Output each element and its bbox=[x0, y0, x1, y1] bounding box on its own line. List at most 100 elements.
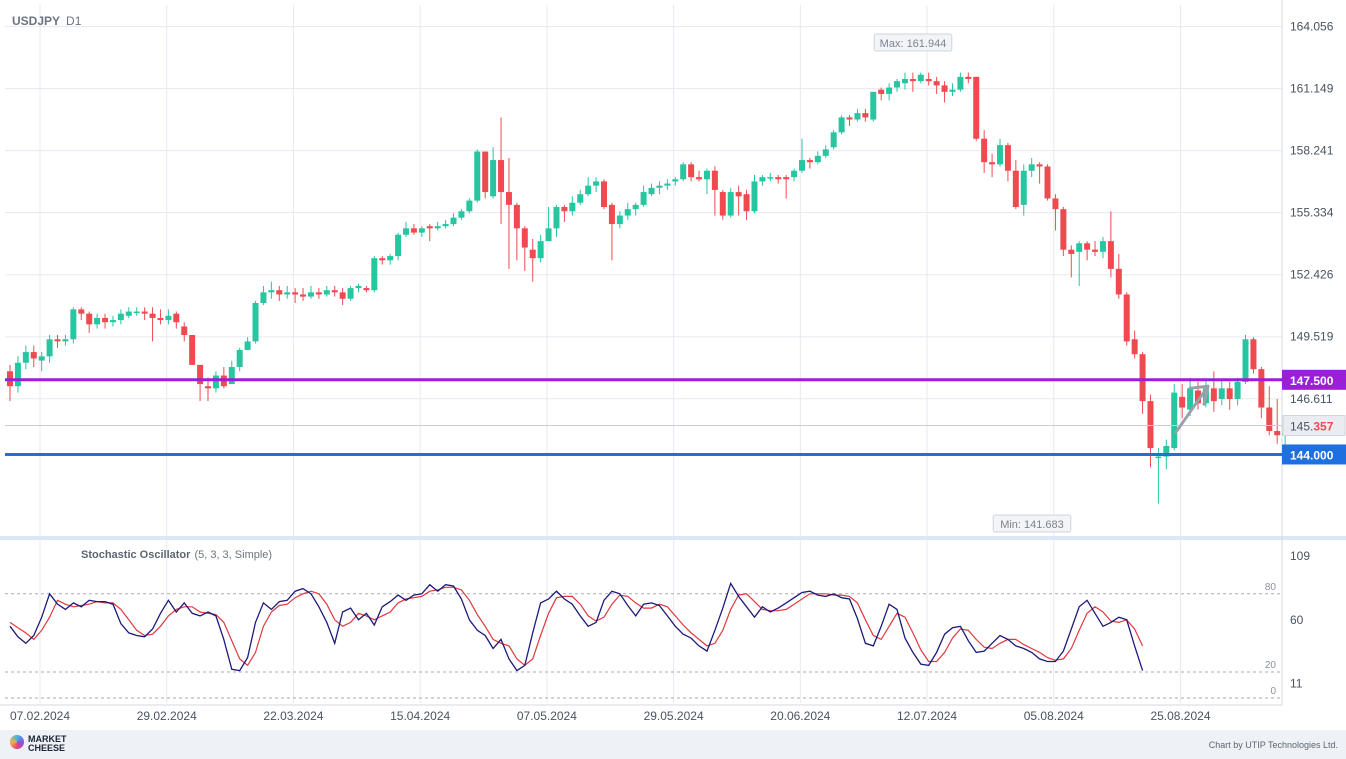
level-badge bbox=[1282, 444, 1346, 465]
candle-body bbox=[553, 207, 560, 229]
date-tick-label: 15.04.2024 bbox=[390, 709, 450, 723]
candle bbox=[1131, 330, 1138, 359]
candle bbox=[1171, 384, 1178, 451]
candle bbox=[846, 115, 853, 126]
candle bbox=[387, 253, 394, 265]
candle bbox=[315, 288, 322, 299]
stoch-level-label: 80 bbox=[1265, 582, 1277, 593]
candle bbox=[830, 130, 837, 150]
candle-body bbox=[498, 160, 505, 193]
candle bbox=[54, 335, 61, 348]
candle-body bbox=[236, 349, 243, 367]
candle bbox=[117, 309, 124, 325]
candle-body bbox=[941, 85, 948, 92]
candle bbox=[862, 108, 869, 122]
logo-line2: CHEESE bbox=[28, 743, 66, 753]
candle-body bbox=[379, 258, 386, 261]
level-badge-label: 144.000 bbox=[1290, 448, 1334, 462]
candle bbox=[878, 87, 885, 101]
candle bbox=[814, 151, 821, 165]
timeframe-label: D1 bbox=[66, 14, 82, 28]
candle bbox=[513, 202, 520, 261]
current-price-highlight: 357 bbox=[1313, 420, 1333, 434]
candle bbox=[854, 108, 861, 122]
candle bbox=[941, 81, 948, 103]
candle bbox=[22, 345, 29, 370]
price-tick-label: 158.241 bbox=[1290, 144, 1334, 158]
logo-line1: MARKET bbox=[28, 734, 67, 744]
candle bbox=[1084, 241, 1091, 261]
candle-body bbox=[54, 339, 61, 342]
candle-body bbox=[450, 217, 457, 225]
candle bbox=[577, 189, 584, 205]
candle bbox=[458, 209, 465, 220]
candle bbox=[30, 345, 37, 367]
candle bbox=[743, 189, 750, 220]
candle bbox=[981, 130, 988, 173]
candle-body bbox=[616, 215, 623, 225]
candle bbox=[997, 138, 1003, 167]
candle-body bbox=[775, 177, 782, 180]
candle bbox=[703, 168, 710, 195]
candle-body bbox=[363, 288, 370, 291]
symbol-label: USDJPY bbox=[12, 14, 61, 28]
candle-body bbox=[14, 362, 21, 387]
candle-body bbox=[830, 132, 837, 148]
candle-body bbox=[537, 241, 544, 259]
candle-body bbox=[434, 226, 441, 229]
candle-body bbox=[1242, 339, 1249, 382]
candle-body bbox=[1012, 170, 1019, 207]
candle bbox=[157, 309, 164, 325]
candle bbox=[632, 202, 639, 216]
candle bbox=[323, 285, 330, 297]
candle-body bbox=[735, 192, 742, 197]
candle-body bbox=[711, 170, 718, 190]
candle-body bbox=[458, 211, 465, 218]
candle-body bbox=[474, 151, 481, 201]
candle-body bbox=[260, 292, 267, 303]
candle bbox=[529, 239, 536, 282]
candle bbox=[664, 179, 671, 190]
candle-body bbox=[529, 249, 536, 259]
candle bbox=[608, 202, 615, 261]
candle-body bbox=[672, 179, 679, 182]
candle bbox=[331, 285, 338, 297]
candle-body bbox=[1044, 166, 1051, 199]
candle bbox=[648, 183, 655, 197]
candle-body bbox=[197, 364, 204, 385]
oscillator-name: Stochastic Oscillator bbox=[81, 549, 191, 561]
candle-body bbox=[569, 202, 576, 212]
candle bbox=[410, 224, 417, 235]
date-tick-label: 07.05.2024 bbox=[517, 709, 577, 723]
candle bbox=[276, 285, 283, 301]
candle-body bbox=[561, 207, 568, 212]
candle-body bbox=[1123, 294, 1130, 342]
candle bbox=[601, 179, 607, 210]
candle-body bbox=[466, 200, 473, 212]
candle-body bbox=[1210, 388, 1217, 402]
candle bbox=[616, 211, 623, 229]
candle-body bbox=[727, 192, 734, 216]
candle-body bbox=[1155, 456, 1162, 459]
candle bbox=[181, 322, 188, 342]
candle-body bbox=[165, 315, 172, 321]
chart-credit: Chart by UTIP Technologies Ltd. bbox=[1208, 740, 1338, 750]
candle bbox=[1258, 367, 1265, 419]
candle-body bbox=[640, 192, 647, 205]
candle-body bbox=[1076, 243, 1083, 252]
candle-body bbox=[894, 81, 901, 88]
candle-body bbox=[173, 313, 180, 323]
candle-body bbox=[347, 288, 354, 299]
footer-bar bbox=[0, 730, 1346, 759]
candle bbox=[933, 76, 940, 94]
candle bbox=[1234, 377, 1241, 406]
candle bbox=[1250, 337, 1257, 374]
stoch-level-label: 20 bbox=[1265, 660, 1277, 671]
candle bbox=[711, 166, 718, 216]
candle-body bbox=[268, 290, 275, 293]
candle-body bbox=[1020, 170, 1027, 205]
candle-body bbox=[965, 76, 972, 79]
candle-body bbox=[38, 356, 45, 361]
candle bbox=[236, 347, 243, 372]
oscillator-title: Stochastic Oscillator (5, 3, 3, Simple) bbox=[81, 549, 272, 561]
